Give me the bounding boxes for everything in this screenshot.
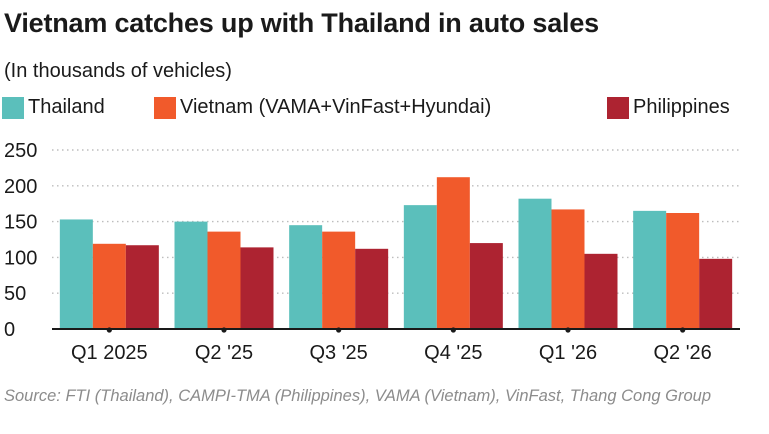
x-tick-label-0: Q1 2025 [71, 342, 148, 364]
bar-thailand-0 [59, 219, 93, 329]
bar-philippines-4 [584, 253, 618, 329]
chart-subtitle: (In thousands of vehicles) [4, 60, 232, 82]
x-tick-label-2: Q3 '25 [310, 342, 368, 364]
y-tick-label-200: 200 [4, 176, 37, 198]
x-tick-label-4: Q1 '26 [539, 342, 597, 364]
legend-swatch-vietnam [154, 96, 176, 119]
bar-thailand-5 [633, 210, 667, 329]
legend-label-vietnam: Vietnam (VAMA+VinFast+Hyundai) [180, 96, 492, 118]
bar-thailand-2 [289, 225, 323, 329]
bar-philippines-0 [125, 245, 159, 329]
legend-label-thailand: Thailand [28, 96, 105, 118]
y-tick-label-50: 50 [4, 283, 26, 305]
y-tick-label-250: 250 [4, 140, 37, 162]
x-tick-label-3: Q4 '25 [424, 342, 482, 364]
bar-thailand-4 [518, 198, 552, 329]
bar-vietnam-3 [436, 177, 470, 329]
x-tick-label-1: Q2 '25 [195, 342, 253, 364]
bar-vietnam-0 [92, 243, 126, 329]
bar-philippines-2 [355, 248, 389, 329]
bar-vietnam-1 [207, 231, 241, 329]
bar-vietnam-2 [322, 231, 356, 329]
bar-philippines-3 [469, 243, 503, 329]
x-tick-label-5: Q2 '26 [654, 342, 712, 364]
legend-item-thailand: Thailand [2, 96, 105, 119]
y-tick-label-100: 100 [4, 247, 37, 269]
bar-thailand-1 [174, 221, 208, 329]
bar-thailand-3 [403, 205, 437, 329]
legend-swatch-philippines [607, 96, 629, 119]
bar-philippines-1 [240, 247, 274, 329]
legend-item-philippines: Philippines [607, 96, 730, 119]
source-note: Source: FTI (Thailand), CAMPI-TMA (Phili… [4, 387, 712, 405]
y-tick-label-150: 150 [4, 212, 37, 234]
legend-item-vietnam: Vietnam (VAMA+VinFast+Hyundai) [154, 96, 491, 119]
chart-legend: Thailand Vietnam (VAMA+VinFast+Hyundai) … [0, 96, 769, 122]
y-tick-label-0: 0 [4, 319, 15, 341]
bar-vietnam-5 [666, 213, 700, 329]
bar-chart: 0 50 100 150 200 250 Q1 2025 Q2 '25 Q3 '25 Q4 '25… [4, 140, 740, 364]
bar-philippines-5 [699, 258, 733, 329]
bar-vietnam-4 [551, 209, 585, 329]
chart-title: Vietnam catches up with Thailand in auto… [4, 8, 599, 38]
legend-swatch-thailand [2, 96, 24, 119]
legend-label-philippines: Philippines [633, 96, 730, 118]
